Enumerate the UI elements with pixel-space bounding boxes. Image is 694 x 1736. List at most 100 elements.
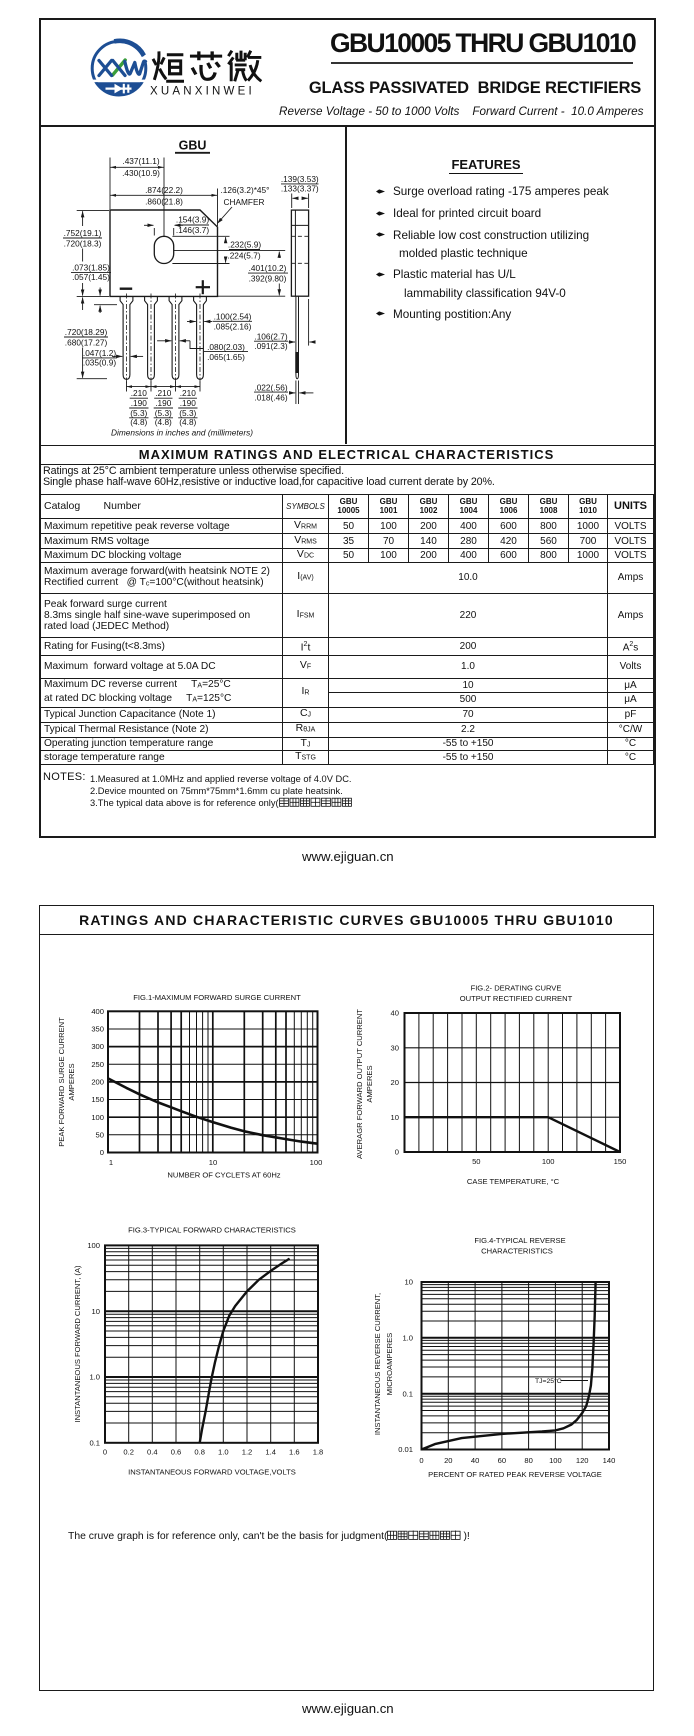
- svg-text:40: 40: [471, 1456, 479, 1465]
- svg-text:100: 100: [310, 1158, 323, 1167]
- svg-text:(4.8): (4.8): [130, 417, 147, 427]
- svg-text:.080(2.03): .080(2.03): [207, 342, 245, 352]
- svg-text:0: 0: [395, 1148, 399, 1157]
- svg-text:.190: .190: [155, 398, 172, 408]
- svg-text:.146(3.7): .146(3.7): [176, 225, 209, 235]
- svg-text:.065(1.65): .065(1.65): [207, 352, 245, 362]
- svg-text:.091(2.3): .091(2.3): [254, 341, 287, 351]
- svg-text:PEAK FORWARD SURGE CURRENT: PEAK FORWARD SURGE CURRENT: [57, 1017, 66, 1147]
- svg-text:40: 40: [391, 1009, 399, 1018]
- svg-text:10: 10: [92, 1307, 100, 1316]
- svg-text:.073(1.85): .073(1.85): [72, 262, 110, 272]
- svg-text:.190: .190: [131, 398, 148, 408]
- svg-text:FIG.3-TYPICAL FORWARD CHARACTE: FIG.3-TYPICAL FORWARD CHARACTERISTICS: [128, 1226, 296, 1235]
- svg-text:0.01: 0.01: [398, 1445, 413, 1454]
- svg-text:1.2: 1.2: [242, 1448, 253, 1457]
- svg-text:1.8: 1.8: [313, 1448, 324, 1457]
- svg-text:.224(5.7): .224(5.7): [227, 250, 260, 260]
- svg-text:INSTANTANEOUS REVERSE CURRENT,: INSTANTANEOUS REVERSE CURRENT,: [373, 1293, 382, 1435]
- svg-text:0.1: 0.1: [89, 1438, 100, 1447]
- svg-text:.232(5.9): .232(5.9): [228, 240, 261, 250]
- svg-text:0.6: 0.6: [171, 1448, 182, 1457]
- svg-text:Dimensions in inches and (mill: Dimensions in inches and (millimeters): [111, 428, 253, 438]
- svg-text:XUANXINWEI: XUANXINWEI: [150, 86, 255, 98]
- svg-text:CHAMFER: CHAMFER: [223, 197, 264, 207]
- svg-text:400: 400: [91, 1007, 104, 1016]
- svg-text:.430(10.9): .430(10.9): [122, 168, 160, 178]
- svg-text:50: 50: [472, 1157, 480, 1166]
- svg-text:60: 60: [498, 1456, 506, 1465]
- svg-text:OUTPUT RECTIFIED CURRENT: OUTPUT RECTIFIED CURRENT: [460, 994, 573, 1003]
- svg-text:.210: .210: [155, 388, 172, 398]
- svg-text:CASE TEMPERATURE, °C: CASE TEMPERATURE, °C: [467, 1177, 560, 1186]
- svg-text:PERCENT OF RATED PEAK REVERSE: PERCENT OF RATED PEAK REVERSE VOLTAGE: [428, 1470, 602, 1479]
- svg-text:.085(2.16): .085(2.16): [214, 322, 252, 332]
- svg-text:.680(17.27): .680(17.27): [65, 337, 108, 347]
- svg-text:300: 300: [91, 1042, 104, 1051]
- svg-text:.720(18.29): .720(18.29): [65, 327, 108, 337]
- svg-text:.100(2.54): .100(2.54): [214, 312, 252, 322]
- svg-text:0: 0: [103, 1448, 107, 1457]
- svg-text:.720(18.3): .720(18.3): [64, 238, 102, 248]
- svg-text:(5.3): (5.3): [155, 408, 172, 418]
- svg-text:30: 30: [391, 1043, 399, 1052]
- svg-text:FIG.1-MAXIMUM FORWARD SURGE CU: FIG.1-MAXIMUM FORWARD SURGE CURRENT: [133, 993, 301, 1002]
- svg-text:350: 350: [91, 1025, 104, 1034]
- svg-text:.401(10.2): .401(10.2): [249, 263, 287, 273]
- svg-text:.210: .210: [180, 388, 197, 398]
- svg-text:.860(21.8): .860(21.8): [145, 196, 183, 206]
- svg-text:GBU: GBU: [179, 139, 207, 153]
- svg-text:10: 10: [209, 1158, 217, 1167]
- svg-text:(5.3): (5.3): [179, 408, 196, 418]
- svg-text:NUMBER OF CYCLETS AT 60Hz: NUMBER OF CYCLETS AT 60Hz: [167, 1171, 280, 1180]
- svg-text:.874(22.2): .874(22.2): [145, 185, 183, 195]
- svg-text:140: 140: [603, 1456, 616, 1465]
- svg-text:20: 20: [444, 1456, 452, 1465]
- svg-text:AVERAGR FORWARD OUTPUT CURRENT: AVERAGR FORWARD OUTPUT CURRENT: [355, 1009, 364, 1159]
- svg-text:20: 20: [391, 1078, 399, 1087]
- svg-text:1.0: 1.0: [218, 1448, 229, 1457]
- svg-text:10: 10: [405, 1278, 413, 1287]
- svg-text:MICROAMPERES: MICROAMPERES: [385, 1333, 394, 1395]
- svg-text:1.0: 1.0: [89, 1373, 100, 1382]
- svg-text:TJ=25°C: TJ=25°C: [535, 1377, 562, 1385]
- svg-text:150: 150: [614, 1157, 627, 1166]
- svg-text:.210: .210: [131, 388, 148, 398]
- svg-text:.437(11.1): .437(11.1): [122, 156, 159, 166]
- svg-text:.022(.56): .022(.56): [254, 382, 287, 392]
- svg-text:0.1: 0.1: [402, 1389, 413, 1398]
- svg-text:100: 100: [87, 1241, 100, 1250]
- svg-text:.133(3.37): .133(3.37): [281, 183, 319, 193]
- svg-text:10: 10: [391, 1113, 399, 1122]
- svg-text:.752(19.1): .752(19.1): [64, 228, 102, 238]
- svg-text:100: 100: [542, 1157, 555, 1166]
- svg-text:0: 0: [100, 1148, 104, 1157]
- svg-text:1.6: 1.6: [289, 1448, 300, 1457]
- svg-text:120: 120: [576, 1456, 589, 1465]
- svg-text:1: 1: [109, 1158, 113, 1167]
- svg-text:200: 200: [91, 1078, 104, 1087]
- svg-text:0: 0: [419, 1456, 423, 1465]
- svg-text:INSTANTANEOUS FORWARD VOLTAGE,: INSTANTANEOUS FORWARD VOLTAGE,VOLTS: [128, 1468, 296, 1477]
- svg-text:1.4: 1.4: [265, 1448, 276, 1457]
- svg-text:0.4: 0.4: [147, 1448, 158, 1457]
- svg-text:CHARACTERISTICS: CHARACTERISTICS: [481, 1247, 553, 1256]
- svg-text:50: 50: [96, 1130, 104, 1139]
- svg-text:.057(1.45): .057(1.45): [72, 272, 110, 282]
- svg-text:(4.8): (4.8): [179, 417, 196, 427]
- svg-text:FIG.4-TYPICAL REVERSE: FIG.4-TYPICAL REVERSE: [474, 1236, 565, 1245]
- svg-text:.139(3.53): .139(3.53): [281, 174, 319, 184]
- svg-text:.190: .190: [180, 398, 197, 408]
- svg-text:(4.8): (4.8): [155, 417, 172, 427]
- svg-text:AMPERES: AMPERES: [67, 1063, 76, 1100]
- svg-text:150: 150: [91, 1095, 104, 1104]
- svg-text:100: 100: [91, 1113, 104, 1122]
- svg-text:0.2: 0.2: [123, 1448, 134, 1457]
- svg-text:.047(1.2): .047(1.2): [83, 348, 116, 358]
- svg-text:.106(2.7): .106(2.7): [254, 332, 287, 342]
- svg-text:.154(3.9): .154(3.9): [176, 215, 209, 225]
- svg-text:.126(3.2)*45°: .126(3.2)*45°: [221, 185, 270, 195]
- svg-text:.392(9.80): .392(9.80): [249, 274, 287, 284]
- svg-text:.018(.46): .018(.46): [254, 393, 287, 403]
- svg-text:AMPERES: AMPERES: [365, 1065, 374, 1102]
